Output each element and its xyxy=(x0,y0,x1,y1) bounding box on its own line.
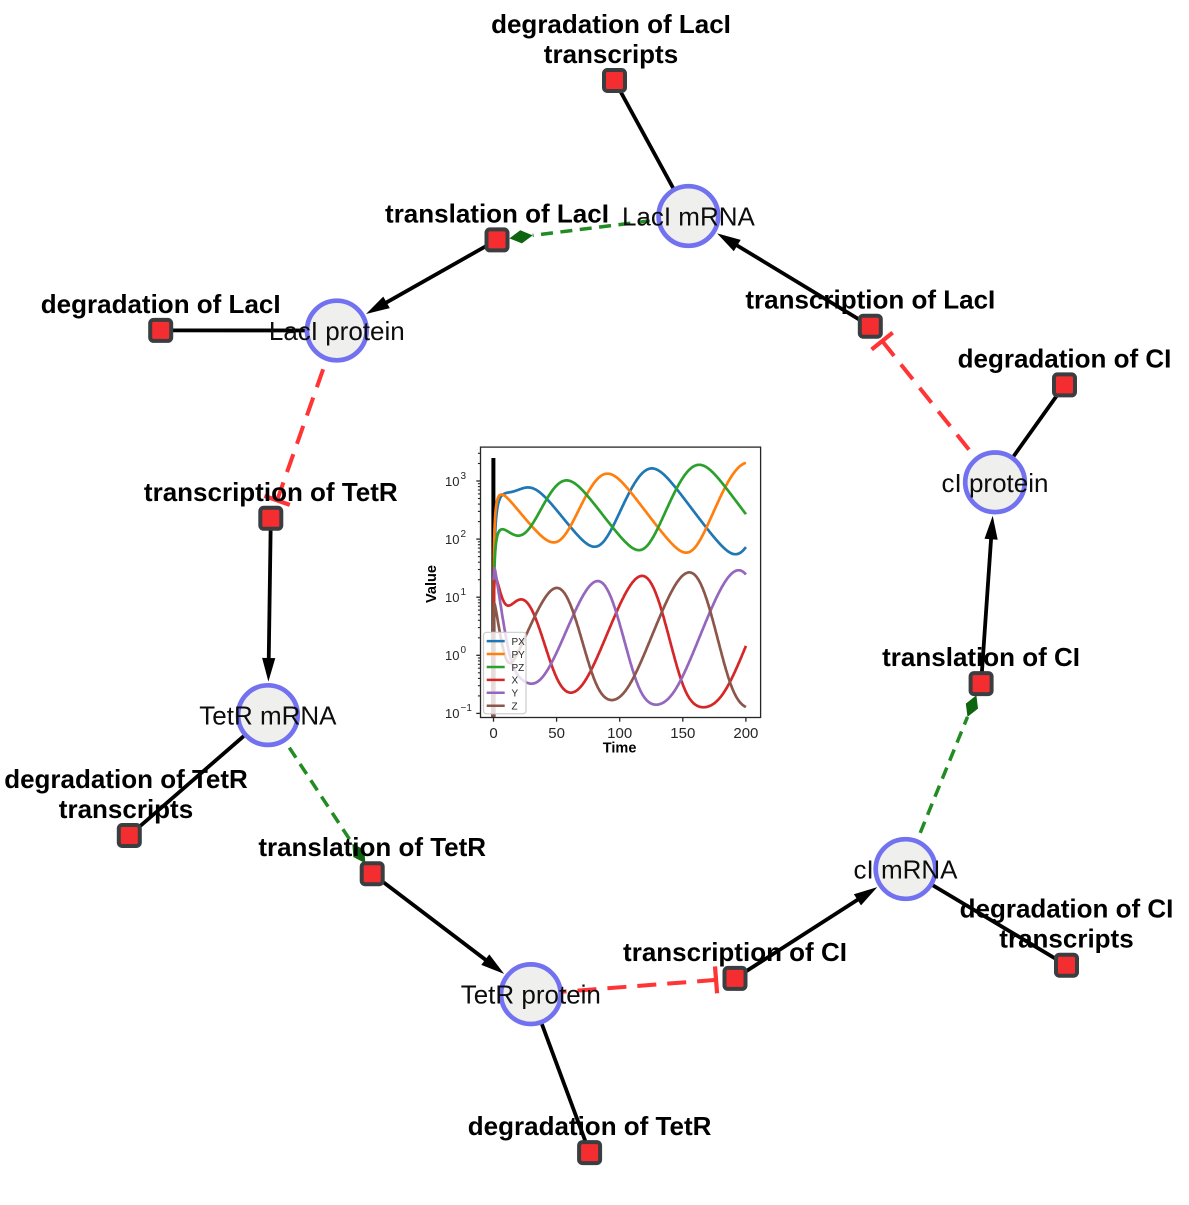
svg-text:−1: −1 xyxy=(461,703,473,714)
svg-text:100: 100 xyxy=(607,725,632,742)
svg-text:0: 0 xyxy=(461,645,467,656)
svg-text:Y: Y xyxy=(512,689,519,700)
svg-text:translation of CI: translation of CI xyxy=(882,642,1080,672)
svg-text:150: 150 xyxy=(670,725,695,742)
svg-text:TetR mRNA: TetR mRNA xyxy=(199,701,337,731)
svg-text:10: 10 xyxy=(445,532,459,547)
svg-text:TetR protein: TetR protein xyxy=(461,980,601,1010)
svg-text:10: 10 xyxy=(445,590,459,605)
svg-text:3: 3 xyxy=(461,471,467,482)
svg-text:PY: PY xyxy=(512,650,526,661)
svg-text:10: 10 xyxy=(445,706,459,721)
svg-text:LacI protein: LacI protein xyxy=(269,316,405,346)
svg-text:LacI mRNA: LacI mRNA xyxy=(622,202,756,232)
svg-text:cI mRNA: cI mRNA xyxy=(854,855,959,885)
svg-text:Z: Z xyxy=(512,702,518,713)
svg-text:translation of TetR: translation of TetR xyxy=(258,832,486,862)
svg-text:200: 200 xyxy=(733,725,758,742)
svg-text:X: X xyxy=(512,676,519,687)
svg-text:degradation of CI: degradation of CI xyxy=(958,343,1172,373)
svg-text:transcription of TetR: transcription of TetR xyxy=(144,477,398,507)
svg-text:transcripts: transcripts xyxy=(999,924,1133,954)
svg-text:2: 2 xyxy=(461,529,467,540)
svg-text:Value: Value xyxy=(424,565,440,603)
svg-text:Time: Time xyxy=(603,741,637,757)
svg-text:degradation of CI: degradation of CI xyxy=(960,894,1174,924)
svg-text:transcription of CI: transcription of CI xyxy=(623,937,847,967)
svg-text:translation of LacI: translation of LacI xyxy=(385,198,609,228)
svg-text:cI protein: cI protein xyxy=(942,468,1049,498)
svg-text:1: 1 xyxy=(461,587,467,598)
svg-text:10: 10 xyxy=(445,474,459,489)
svg-text:degradation of LacI: degradation of LacI xyxy=(491,9,731,39)
svg-text:transcripts: transcripts xyxy=(59,794,193,824)
svg-text:PX: PX xyxy=(512,637,526,648)
svg-text:transcription of LacI: transcription of LacI xyxy=(745,285,995,315)
svg-text:degradation of LacI: degradation of LacI xyxy=(41,289,281,319)
svg-text:degradation of TetR: degradation of TetR xyxy=(468,1111,712,1141)
svg-text:degradation of TetR: degradation of TetR xyxy=(4,764,248,794)
svg-text:PZ: PZ xyxy=(512,663,525,674)
svg-text:0: 0 xyxy=(489,725,497,742)
svg-text:50: 50 xyxy=(548,725,565,742)
svg-text:transcripts: transcripts xyxy=(544,39,678,69)
svg-text:10: 10 xyxy=(445,648,459,663)
